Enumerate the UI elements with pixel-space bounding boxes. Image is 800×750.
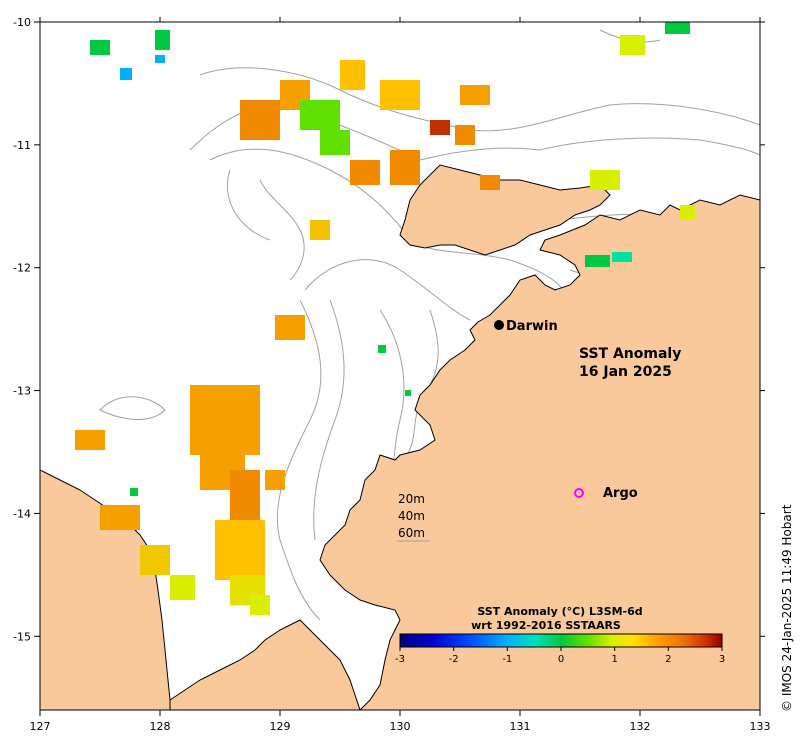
colorbar-tick-label: 0 <box>558 654 564 665</box>
sst-pixel <box>430 120 450 135</box>
colorbar-title-line1: SST Anomaly (°C) L3SM-6d <box>477 605 642 618</box>
mainland-north-australia <box>319 194 760 710</box>
lon-tick-label: 129 <box>270 720 291 733</box>
sst-pixel <box>130 488 138 496</box>
lon-tick-label: 133 <box>750 720 771 733</box>
sst-pixel <box>350 160 380 185</box>
sst-pixel <box>460 85 490 105</box>
darwin-marker-group: Darwin <box>494 319 558 334</box>
depth-legend-20m: 20m <box>398 492 425 506</box>
colorbar-tick-label: 1 <box>611 654 617 665</box>
sst-pixel <box>275 315 305 340</box>
sst-pixel <box>405 390 411 396</box>
lat-tick-label: -13 <box>13 385 31 398</box>
colorbar-tick-label: -1 <box>502 654 512 665</box>
sst-pixel <box>100 505 140 530</box>
lon-tick-label: 128 <box>150 720 171 733</box>
colorbar-tick-label: 3 <box>719 654 725 665</box>
lon-tick-label: 132 <box>630 720 651 733</box>
sst-pixel <box>480 175 500 190</box>
depth-legend-40m: 40m <box>398 509 425 523</box>
sst-pixel <box>250 595 270 615</box>
credit-text: © IMOS 24-Jan-2025 11:49 Hobart <box>780 504 794 712</box>
darwin-marker <box>494 320 504 330</box>
sst-pixel <box>170 575 195 600</box>
sst-anomaly-pixels <box>75 22 695 615</box>
darwin-label: Darwin <box>506 319 558 334</box>
bathymetry-contour <box>259 179 305 281</box>
argo-marker-group: Argo <box>574 486 638 501</box>
sst-pixel <box>390 150 420 185</box>
lat-tick-label: -11 <box>13 139 31 152</box>
sst-pixel <box>155 30 170 50</box>
sst-pixel <box>215 520 265 580</box>
lat-tick-label: -10 <box>13 16 31 29</box>
sst-pixel <box>75 430 105 450</box>
map-title-line1: SST Anomaly <box>579 346 681 362</box>
lon-tick-label: 131 <box>510 720 531 733</box>
sst-pixel <box>620 35 645 55</box>
map-plot-area <box>40 22 760 710</box>
land-masses <box>40 164 760 710</box>
bathymetry-contour <box>304 259 471 321</box>
sst-pixel <box>120 68 132 80</box>
sst-pixel <box>665 22 690 34</box>
bathymetry-contour <box>99 396 166 420</box>
latitude-axis: -10 -11 -12 -13 -14 -15 <box>13 16 765 643</box>
sst-pixel <box>240 100 280 140</box>
tiwi-islands <box>399 164 611 256</box>
sst-pixel <box>590 170 620 190</box>
colorbar-tick-label: -3 <box>395 654 405 665</box>
sst-pixel <box>378 345 386 353</box>
colorbar-tick-label: -2 <box>449 654 459 665</box>
southern-coast-inlet <box>169 619 361 710</box>
sst-pixel <box>585 255 610 267</box>
depth-legend-60m: 60m <box>398 526 425 540</box>
lat-tick-label: -12 <box>13 262 31 275</box>
sst-pixel <box>455 125 475 145</box>
lat-tick-label: -14 <box>13 507 31 520</box>
sst-pixel <box>190 385 260 455</box>
colorbar-ticks: -3 -2 -1 0 1 2 3 <box>395 647 725 665</box>
lon-tick-label: 127 <box>30 720 51 733</box>
argo-label: Argo <box>603 486 638 501</box>
colorbar-title-line2: wrt 1992-2016 SSTAARS <box>471 619 621 632</box>
map-title-line2: 16 Jan 2025 <box>579 364 672 380</box>
sst-pixel <box>680 205 695 220</box>
sst-pixel <box>90 40 110 55</box>
sst-pixel <box>230 470 260 520</box>
bathymetry-contour <box>226 169 271 241</box>
sst-pixel <box>320 130 350 155</box>
lon-tick-label: 130 <box>390 720 411 733</box>
sst-pixel <box>155 55 165 63</box>
colorbar-gradient <box>399 633 723 648</box>
sst-pixel <box>380 80 420 110</box>
colorbar: SST Anomaly (°C) L3SM-6d wrt 1992-2016 S… <box>395 605 725 665</box>
lat-tick-label: -15 <box>13 630 31 643</box>
sst-pixel <box>612 252 632 262</box>
sst-pixel <box>310 220 330 240</box>
bathymetry-contour <box>276 299 322 621</box>
argo-marker <box>574 488 584 498</box>
bathymetry-contour <box>313 299 345 541</box>
sst-pixel <box>340 60 365 90</box>
sst-pixel <box>300 100 340 130</box>
longitude-axis: 127 128 129 130 131 132 133 <box>30 17 771 733</box>
colorbar-tick-label: 2 <box>665 654 671 665</box>
sst-pixel <box>140 545 170 575</box>
sst-pixel <box>265 470 285 490</box>
